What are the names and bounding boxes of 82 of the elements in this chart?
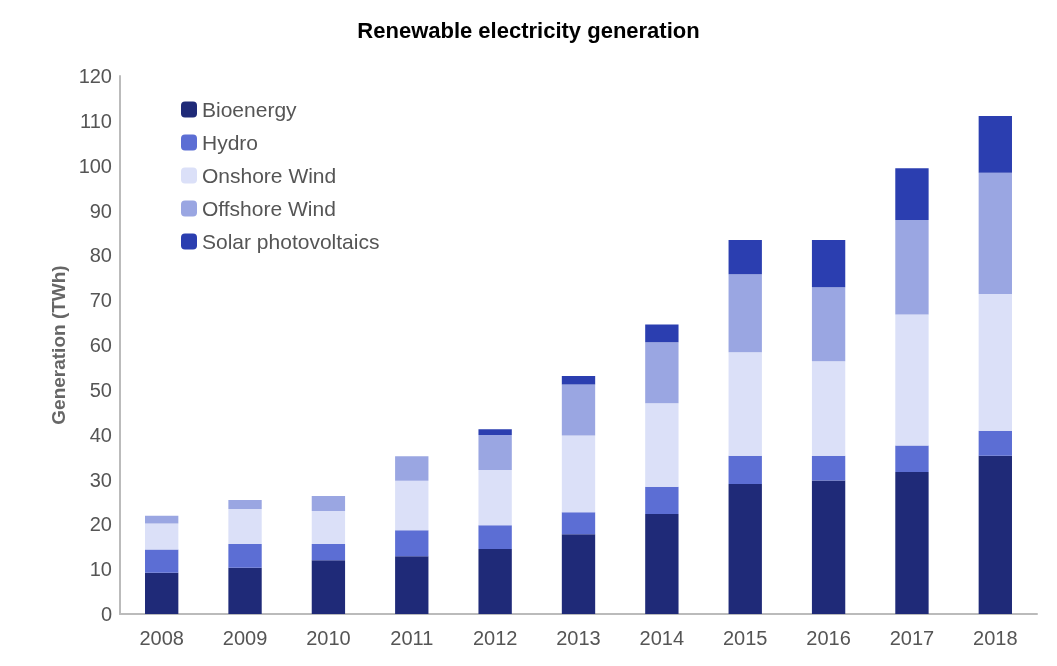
bar xyxy=(478,435,512,471)
bar xyxy=(728,455,762,484)
bar xyxy=(811,361,846,456)
bar xyxy=(645,403,679,487)
y-tick-label: 70 xyxy=(89,289,112,312)
bar xyxy=(561,534,596,614)
legend-label: Hydro xyxy=(202,131,259,154)
y-tick-label: 40 xyxy=(89,423,112,446)
bar xyxy=(561,384,596,436)
y-tick-label: 50 xyxy=(89,378,112,401)
x-tick-label: 2013 xyxy=(556,627,601,649)
bar xyxy=(395,480,429,531)
y-tick-label: 0 xyxy=(100,603,112,625)
x-tick-label: 2008 xyxy=(139,627,184,649)
legend-label: Solar photovoltaics xyxy=(202,230,380,253)
bar xyxy=(978,455,1012,614)
y-tick-label: 90 xyxy=(89,199,112,222)
bar xyxy=(978,172,1012,294)
bar xyxy=(895,219,929,315)
bar xyxy=(645,324,679,343)
x-tick-label: 2014 xyxy=(639,627,685,649)
bar xyxy=(728,483,762,614)
legend-label: Offshore Wind xyxy=(202,197,336,220)
bar xyxy=(228,509,262,545)
x-tick-label: 2011 xyxy=(390,627,434,649)
x-tick-label: 2016 xyxy=(806,627,851,649)
bar xyxy=(478,470,512,526)
bar xyxy=(895,445,929,472)
y-tick-label: 100 xyxy=(78,154,112,177)
bar xyxy=(895,314,929,446)
bar xyxy=(895,471,929,614)
x-tick-label: 2012 xyxy=(472,627,518,649)
y-tick-label: 20 xyxy=(89,513,112,536)
bar xyxy=(978,115,1012,173)
bar xyxy=(728,274,762,353)
bar xyxy=(645,342,679,404)
bar xyxy=(395,456,429,481)
y-tick-label: 120 xyxy=(78,65,112,87)
bar xyxy=(395,530,429,557)
bar xyxy=(561,375,596,385)
bar xyxy=(228,567,262,614)
y-axis-title: Generation (TWh) xyxy=(47,265,69,425)
legend-label: Onshore Wind xyxy=(202,164,337,187)
x-tick-label: 2017 xyxy=(889,627,935,649)
bar xyxy=(311,496,346,511)
bar xyxy=(561,435,596,513)
chart-title: Renewable electricity generation xyxy=(357,17,700,43)
x-tick-label: 2018 xyxy=(973,627,1018,649)
bar xyxy=(895,168,929,220)
bar xyxy=(145,523,179,550)
bar xyxy=(311,544,346,561)
bar xyxy=(728,352,762,456)
bar xyxy=(478,548,512,614)
bar xyxy=(228,544,262,568)
bar xyxy=(811,480,846,614)
bar xyxy=(811,455,846,481)
x-tick-label: 2009 xyxy=(222,627,268,649)
bar xyxy=(478,525,512,549)
x-tick-label: 2010 xyxy=(306,627,351,649)
bar xyxy=(395,556,429,614)
bar xyxy=(145,549,179,573)
bar xyxy=(978,293,1012,431)
x-tick-label: 2015 xyxy=(722,627,768,649)
bar xyxy=(978,430,1012,456)
bar xyxy=(728,240,762,275)
bar xyxy=(228,500,262,510)
bar xyxy=(145,572,179,614)
bar xyxy=(311,560,346,614)
bar xyxy=(645,514,679,614)
y-tick-label: 30 xyxy=(89,468,112,491)
y-tick-label: 60 xyxy=(89,334,112,356)
y-tick-label: 10 xyxy=(89,558,112,581)
bar xyxy=(561,512,596,535)
y-tick-label: 110 xyxy=(80,109,112,132)
y-tick-label: 80 xyxy=(89,244,112,267)
legend-label: Bioenergy xyxy=(202,98,298,121)
bar xyxy=(811,287,846,362)
bar xyxy=(645,486,679,515)
bar xyxy=(478,429,512,436)
bar xyxy=(811,240,846,288)
bar xyxy=(145,515,179,524)
bar xyxy=(311,510,346,545)
